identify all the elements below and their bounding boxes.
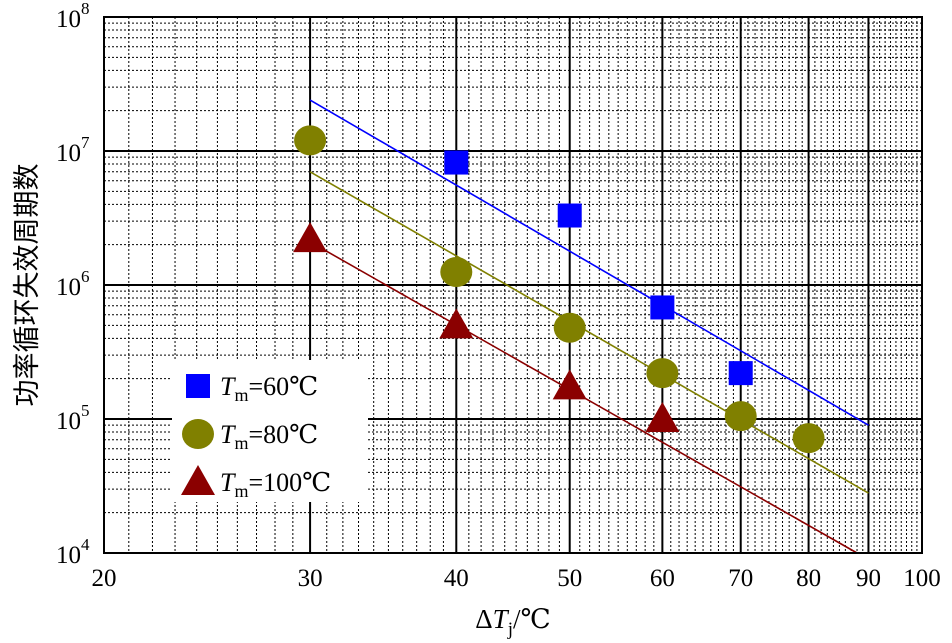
y-tick-label: 104 (56, 535, 90, 569)
x-tick-label: 50 (557, 565, 582, 592)
x-tick-label: 20 (92, 565, 117, 592)
data-point-series-2-3 (553, 312, 586, 343)
legend-marker-1 (186, 374, 210, 398)
legend: Tm=60℃ Tm=80℃ Tm=100℃ (172, 360, 368, 502)
x-tick-label: 90 (856, 565, 881, 592)
y-tick-label: 107 (56, 133, 90, 167)
fit-line-2 (309, 171, 869, 494)
legend-label-3: Tm=100℃ (220, 468, 331, 501)
x-tick-label: 70 (728, 565, 753, 592)
x-tick-label: 40 (444, 565, 469, 592)
data-point-series-2-5 (724, 401, 757, 432)
plot-frame (103, 16, 923, 554)
x-tick-label: 60 (650, 565, 675, 592)
legend-label-1: Tm=60℃ (220, 372, 318, 405)
data-point-series-3-2 (439, 308, 474, 339)
data-point-series-2-2 (440, 257, 473, 288)
legend-label-2: Tm=80℃ (220, 420, 318, 453)
x-tick-labels: 20 30 40 50 60 70 80 90 100 (92, 565, 941, 592)
y-tick-labels: 104 105 106 107 108 (56, 0, 90, 569)
data-point-series-3-1 (293, 222, 328, 253)
data-point-series-2-6 (792, 423, 825, 454)
data-point-series-3-4 (645, 402, 680, 432)
y-tick-label: 108 (56, 0, 90, 33)
data-point-series-2-1 (294, 125, 327, 156)
legend-marker-3 (181, 465, 215, 495)
y-tick-label: 105 (56, 401, 90, 435)
y-axis-label: 功率循环失效周期数 (12, 164, 42, 407)
x-tick-label: 80 (796, 565, 821, 592)
y-tick-label: 106 (56, 267, 90, 301)
x-axis-label: ΔTj/℃ (475, 604, 550, 640)
data-markers (293, 125, 825, 454)
x-tick-label: 100 (903, 565, 941, 592)
data-point-series-1-3 (650, 295, 675, 320)
data-point-series-3-3 (552, 369, 587, 400)
legend-marker-2 (182, 419, 214, 449)
data-point-series-1-1 (444, 150, 469, 175)
data-point-series-2-4 (646, 358, 679, 389)
fit-line-1 (309, 99, 869, 426)
data-point-series-1-4 (728, 361, 753, 386)
data-point-series-1-2 (557, 203, 582, 228)
x-tick-label: 30 (298, 565, 323, 592)
